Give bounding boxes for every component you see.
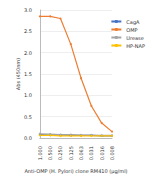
svg-text:1.5: 1.5 <box>24 71 32 77</box>
svg-text:0.125: 0.125 <box>68 146 74 160</box>
svg-text:0.031: 0.031 <box>88 146 94 160</box>
svg-text:1.0: 1.0 <box>24 92 32 98</box>
svg-text:0.5: 0.5 <box>24 114 32 120</box>
svg-text:0.008: 0.008 <box>109 146 115 160</box>
svg-text:0.063: 0.063 <box>78 146 84 160</box>
svg-text:Anti-OMP (H. Pylori) clone RM4: Anti-OMP (H. Pylori) clone RM410 (µg/ml) <box>24 168 127 175</box>
svg-text:0.250: 0.250 <box>57 146 63 160</box>
svg-text:HP-NAP: HP-NAP <box>126 43 145 49</box>
svg-text:0.016: 0.016 <box>99 146 105 160</box>
svg-text:Urease: Urease <box>126 35 143 41</box>
svg-text:CagA: CagA <box>126 19 140 26</box>
svg-text:OMP: OMP <box>126 27 137 33</box>
svg-text:0.500: 0.500 <box>47 146 53 160</box>
svg-text:3.0: 3.0 <box>24 7 32 13</box>
svg-text:2.0: 2.0 <box>24 50 32 56</box>
svg-text:2.5: 2.5 <box>24 28 32 34</box>
svg-text:0.0: 0.0 <box>24 135 32 141</box>
svg-text:1.000: 1.000 <box>37 146 43 160</box>
svg-text:Abs (450nm): Abs (450nm) <box>15 58 21 90</box>
